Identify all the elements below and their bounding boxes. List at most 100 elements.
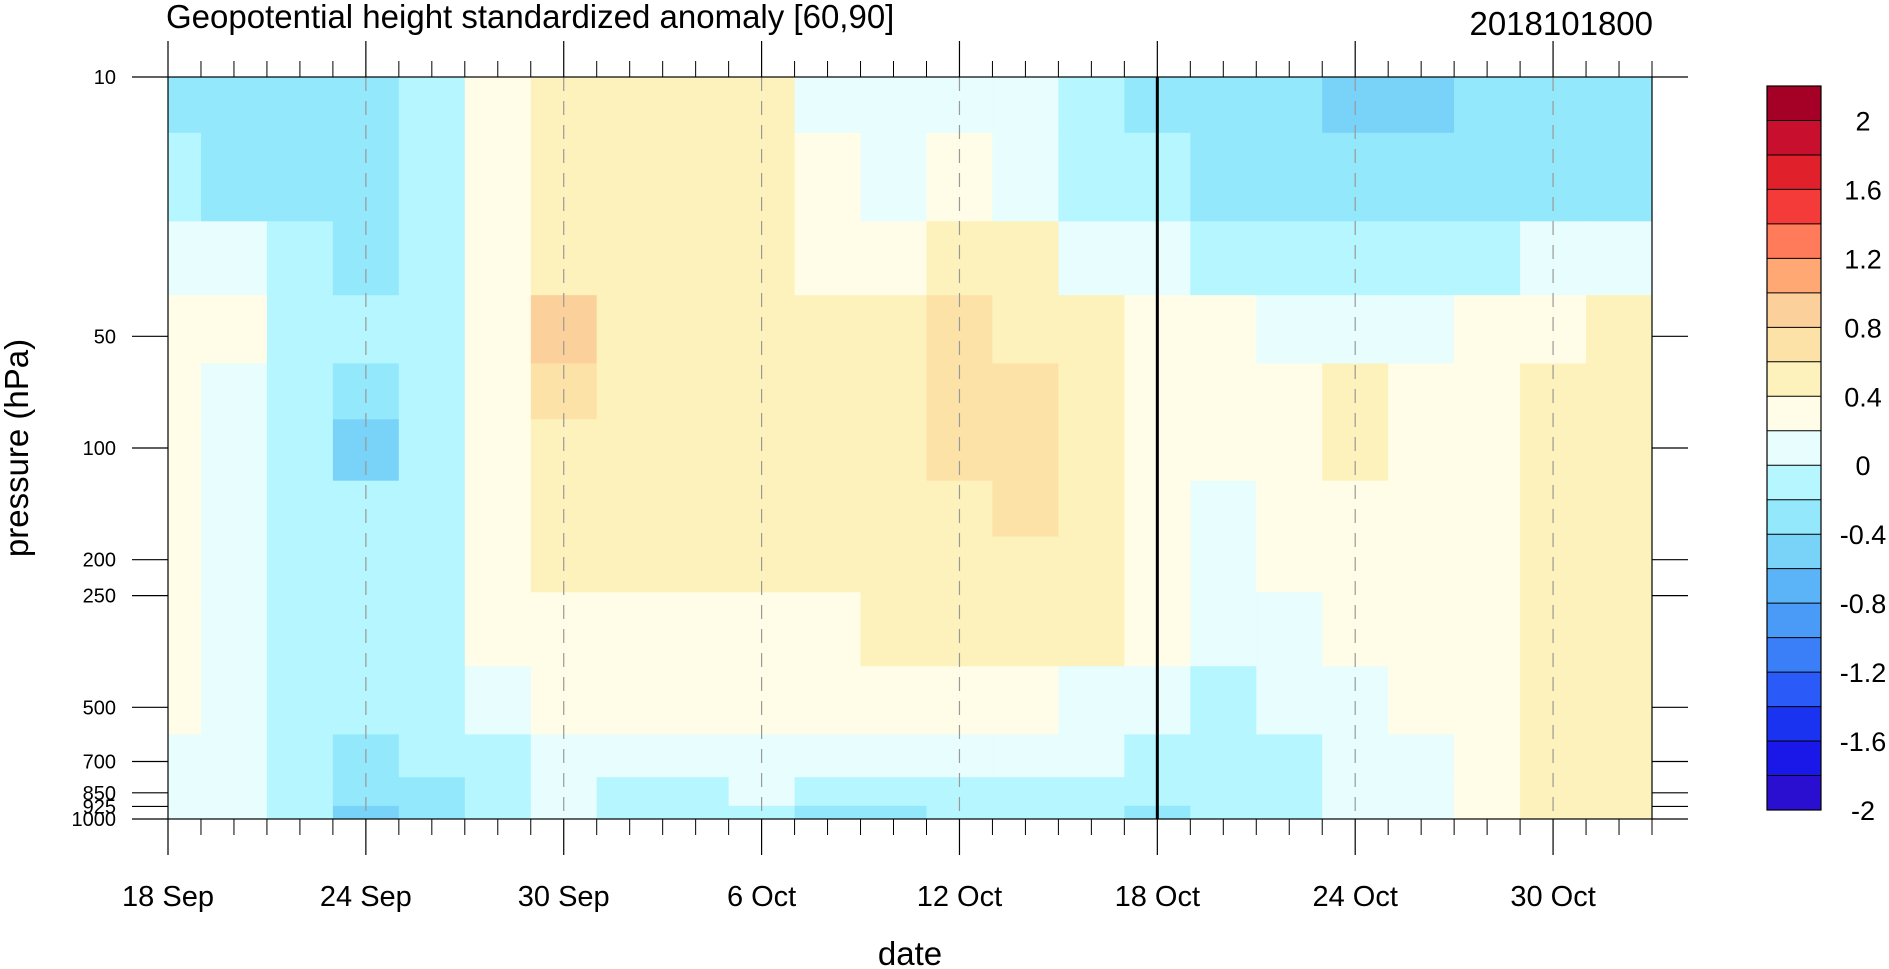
x-tick-label: 18 Oct <box>1115 881 1200 913</box>
heatmap-cell <box>464 480 532 538</box>
x-tick-label: 18 Sep <box>122 881 214 913</box>
colorbar-swatch <box>1767 672 1821 707</box>
heatmap-cell <box>1586 777 1652 807</box>
heatmap-cell <box>860 592 928 667</box>
heatmap-cell <box>794 666 862 736</box>
heatmap-cell <box>1586 221 1652 296</box>
heatmap-cell <box>1454 419 1521 482</box>
heatmap-cell <box>1388 77 1455 134</box>
heatmap-cell <box>1190 777 1257 807</box>
heatmap-cell <box>398 666 466 736</box>
heatmap-cell <box>860 132 928 222</box>
y-tick-label: 500 <box>83 697 116 719</box>
heatmap-cell <box>464 536 532 593</box>
heatmap-cell <box>1058 666 1125 736</box>
heatmap-cell <box>168 295 202 365</box>
heatmap-cell <box>1454 536 1521 593</box>
heatmap-cell <box>1388 221 1455 296</box>
heatmap-cell <box>662 132 730 222</box>
heatmap-cell <box>662 666 730 736</box>
heatmap-cell <box>596 666 664 736</box>
heatmap-cell <box>201 666 268 736</box>
heatmap-cell <box>992 419 1059 482</box>
colorbar-swatch <box>1767 775 1821 811</box>
heatmap-cell <box>1454 221 1521 296</box>
heatmap-cell <box>1388 132 1455 222</box>
y-tick-label: 925 <box>83 796 116 818</box>
heatmap-cell <box>1256 777 1323 807</box>
heatmap-cell <box>530 805 598 819</box>
heatmap-cell <box>398 734 466 778</box>
colorbar: 2 1.6 1.2 0.8 0.4 0 -0.4 -0.8 -1.2 -1.6 -2 <box>1766 85 1887 826</box>
colorbar-swatch <box>1767 706 1821 742</box>
colorbar-swatch <box>1767 327 1821 363</box>
heatmap-cell <box>1058 777 1125 807</box>
heatmap-cell <box>1454 77 1521 134</box>
heatmap-cell <box>1586 805 1652 819</box>
heatmap-cell <box>860 77 928 134</box>
heatmap-cell <box>266 536 334 593</box>
heatmap-cell <box>266 666 334 736</box>
heatmap-cell <box>860 777 928 807</box>
heatmap-cell <box>1256 805 1323 819</box>
heatmap-cell <box>464 221 532 296</box>
heatmap-cell <box>201 77 268 134</box>
heatmap-cell <box>201 536 268 593</box>
heatmap-cell <box>1190 132 1257 222</box>
heatmap-cell <box>1586 363 1652 420</box>
heatmap-cell <box>596 480 664 538</box>
heatmap-cell <box>1058 221 1125 296</box>
colorbar-frame <box>1766 85 1822 811</box>
heatmap-cell <box>398 536 466 593</box>
heatmap-cell <box>596 777 664 807</box>
heatmap-cell <box>992 77 1059 134</box>
heatmap-cell <box>860 666 928 736</box>
heatmap-cell <box>1058 480 1125 538</box>
heatmap-cell <box>1256 132 1323 222</box>
heatmap-cell <box>596 295 664 365</box>
colorbar-swatch <box>1767 568 1821 604</box>
heatmap-cell <box>168 666 202 736</box>
colorbar-label: 1.2 <box>1844 244 1882 274</box>
heatmap-cell <box>992 132 1059 222</box>
heatmap-cell <box>201 777 268 807</box>
heatmap-cell <box>1454 734 1521 778</box>
heatmap-cell <box>464 734 532 778</box>
heatmap-cell <box>1190 221 1257 296</box>
x-tick-label: 30 Sep <box>518 881 610 913</box>
heatmap-cell <box>201 734 268 778</box>
heatmap-cell <box>1256 221 1323 296</box>
heatmap-cell <box>728 805 796 819</box>
heatmap-cell <box>794 805 862 819</box>
heatmap-cell <box>596 536 664 593</box>
colorbar-label: -0.8 <box>1840 589 1887 619</box>
heatmap-cell <box>266 132 334 222</box>
heatmap-cell <box>1190 592 1257 667</box>
heatmap-cell <box>1058 363 1125 420</box>
run-date-label: 2018101800 <box>1469 5 1653 42</box>
heatmap-cell <box>1454 363 1521 420</box>
heatmap-cell <box>728 666 796 736</box>
colorbar-swatch <box>1767 603 1821 639</box>
heatmap-cell <box>1058 295 1125 365</box>
heatmap-cell <box>1058 536 1125 593</box>
heatmap-cell <box>1058 805 1125 819</box>
heatmap-cell <box>464 132 532 222</box>
heatmap-cell <box>398 419 466 482</box>
heatmap-cell <box>794 592 862 667</box>
heatmap-cell <box>1256 480 1323 538</box>
heatmap-cell <box>794 295 862 365</box>
heatmap-cell <box>1256 295 1323 365</box>
heatmap-cell <box>530 666 598 736</box>
heatmap-cell <box>266 363 334 420</box>
heatmap-cell <box>1190 363 1257 420</box>
heatmap-cell <box>1058 77 1125 134</box>
heatmap-cell <box>860 419 928 482</box>
heatmap-cell <box>596 592 664 667</box>
colorbar-swatch <box>1767 741 1821 776</box>
heatmap-cell <box>398 805 466 819</box>
heatmap-cell <box>168 592 202 667</box>
heatmap-cell <box>860 295 928 365</box>
heatmap-cell <box>1322 666 1389 736</box>
heatmap-cell <box>1586 480 1652 538</box>
